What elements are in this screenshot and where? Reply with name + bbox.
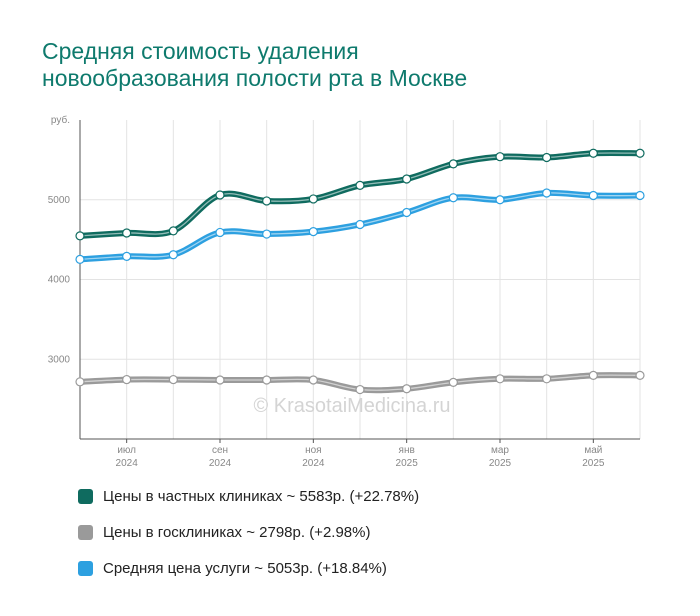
legend-item-public[interactable]: Цены в госклиниках ~ 2798р. (+2.98%) bbox=[78, 522, 370, 542]
data-point bbox=[402, 174, 412, 184]
x-tick-month: май bbox=[584, 445, 602, 456]
y-unit-label: руб. bbox=[51, 114, 70, 126]
y-tick-label: 4000 bbox=[48, 275, 71, 286]
data-point bbox=[308, 375, 318, 385]
x-tick-year: 2025 bbox=[396, 458, 419, 469]
data-point bbox=[495, 374, 505, 384]
data-point bbox=[122, 251, 132, 261]
data-point bbox=[355, 219, 365, 230]
data-point bbox=[448, 193, 458, 203]
data-point bbox=[448, 159, 458, 169]
x-tick-month: июл bbox=[117, 445, 136, 456]
x-tick-month: янв bbox=[399, 445, 415, 456]
data-point bbox=[308, 227, 318, 237]
legend-swatch bbox=[78, 488, 93, 504]
legend-swatch bbox=[78, 560, 93, 576]
data-point bbox=[402, 207, 412, 218]
data-point bbox=[308, 194, 318, 204]
data-point bbox=[542, 152, 552, 163]
watermark: © KrasotaiMedicina.ru bbox=[253, 395, 450, 417]
y-tick-label: 3000 bbox=[48, 354, 71, 365]
data-point bbox=[168, 226, 178, 236]
data-point bbox=[495, 152, 505, 162]
data-point bbox=[448, 377, 458, 387]
x-tick-month: сен bbox=[212, 445, 228, 456]
legend-item-private[interactable]: Цены в частных клиниках ~ 5583р. (+22.78… bbox=[78, 486, 419, 506]
data-point bbox=[355, 180, 365, 190]
series-layer bbox=[75, 148, 645, 395]
x-tick-year: 2024 bbox=[302, 458, 325, 469]
data-point bbox=[495, 195, 505, 205]
data-point bbox=[215, 227, 225, 238]
data-point bbox=[635, 148, 645, 158]
chart-title-line-2: новообразования полости рта в Москве bbox=[42, 65, 468, 91]
y-tick-label: 5000 bbox=[48, 195, 71, 206]
data-point bbox=[122, 228, 132, 238]
data-point bbox=[262, 375, 272, 385]
data-point bbox=[122, 374, 132, 385]
x-tick-month: ноя bbox=[305, 445, 322, 456]
data-point bbox=[75, 231, 85, 241]
x-tick-year: 2025 bbox=[582, 458, 605, 469]
data-point bbox=[635, 370, 645, 380]
legend-item-average[interactable]: Средняя цена услуги ~ 5053р. (+18.84%) bbox=[78, 558, 387, 578]
chart-title: Средняя стоимость удаления новообразован… bbox=[42, 38, 662, 92]
data-point bbox=[75, 377, 85, 387]
legend-label: Средняя цена услуги ~ 5053р. (+18.84%) bbox=[103, 559, 387, 577]
data-point bbox=[262, 196, 272, 206]
axis-labels: 3000 4000 5000 руб. июл 2024 сен 2024 ноя 2024 янв… bbox=[48, 114, 605, 469]
data-point bbox=[75, 254, 85, 265]
data-point bbox=[215, 375, 225, 385]
chart-title-line-1: Средняя стоимость удаления bbox=[42, 38, 359, 64]
data-point bbox=[588, 190, 598, 201]
x-tick-year: 2024 bbox=[209, 458, 232, 469]
x-tick-year: 2025 bbox=[489, 458, 512, 469]
legend-swatch bbox=[78, 524, 93, 540]
data-point bbox=[215, 190, 225, 200]
data-point bbox=[402, 384, 412, 394]
data-point bbox=[588, 370, 598, 380]
x-tick-year: 2024 bbox=[116, 458, 139, 469]
legend-label: Цены в частных клиниках ~ 5583р. (+22.78… bbox=[103, 487, 420, 505]
x-tick-month: мар bbox=[491, 445, 509, 456]
data-point bbox=[262, 229, 272, 239]
data-point bbox=[542, 374, 552, 384]
legend-label: Цены в госклиниках ~ 2798р. (+2.98%) bbox=[103, 523, 371, 541]
data-point bbox=[635, 190, 645, 201]
data-point bbox=[588, 148, 598, 158]
data-point bbox=[542, 188, 552, 198]
data-point bbox=[355, 384, 365, 395]
data-point bbox=[168, 374, 178, 385]
data-point bbox=[168, 250, 178, 260]
